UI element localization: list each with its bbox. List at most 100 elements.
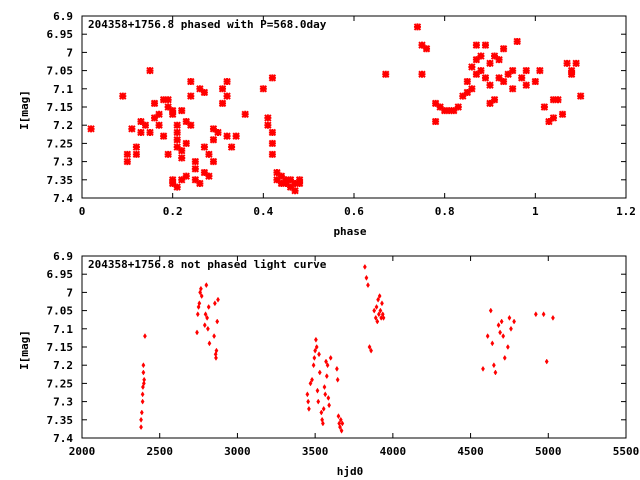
- data-point: [314, 336, 318, 343]
- data-point: [286, 183, 295, 191]
- data-point: [381, 314, 386, 321]
- top-y-axis-title: I[mag]: [18, 90, 31, 130]
- data-point: [173, 183, 181, 191]
- bottom-data-points: [139, 263, 555, 434]
- data-point: [214, 128, 222, 137]
- data-point: [216, 296, 220, 303]
- data-point: [486, 59, 494, 68]
- data-point: [551, 314, 555, 321]
- data-point: [268, 128, 277, 137]
- data-point: [137, 117, 145, 126]
- phased-light-curve-chart: 204358+1756.8 phased with P=568.0day pha…: [18, 10, 636, 238]
- data-point: [273, 176, 281, 184]
- bottom-x-tick-label: 3000: [224, 445, 251, 458]
- data-point: [123, 157, 132, 166]
- data-point: [563, 59, 571, 68]
- data-point: [502, 354, 507, 361]
- bottom-y-tick-label: 7.2: [53, 359, 73, 372]
- data-point: [335, 376, 340, 383]
- data-point: [472, 70, 481, 78]
- data-point: [282, 179, 290, 188]
- data-point: [322, 384, 327, 391]
- data-point: [495, 74, 503, 82]
- data-point: [366, 282, 370, 289]
- data-point: [326, 394, 331, 401]
- data-point: [380, 300, 384, 307]
- data-point: [545, 117, 553, 126]
- data-point: [431, 99, 440, 108]
- data-point: [486, 99, 494, 108]
- data-point: [159, 96, 168, 104]
- data-point: [173, 143, 181, 151]
- data-point: [376, 311, 381, 318]
- bottom-x-tick-label: 3500: [302, 445, 329, 458]
- data-point: [315, 387, 320, 394]
- data-point: [567, 70, 576, 78]
- data-point: [317, 369, 322, 376]
- top-y-tick-label: 7.2: [53, 119, 73, 132]
- data-point: [196, 179, 204, 188]
- data-point: [312, 354, 317, 361]
- data-point: [182, 139, 190, 148]
- data-point: [323, 391, 328, 398]
- data-point: [191, 157, 200, 166]
- data-point: [319, 409, 324, 416]
- data-point: [311, 362, 316, 369]
- data-point: [140, 398, 145, 405]
- data-point: [212, 300, 217, 307]
- data-point: [436, 103, 444, 111]
- data-point: [321, 420, 325, 427]
- data-point: [310, 376, 314, 383]
- data-point: [205, 314, 210, 321]
- data-point: [499, 318, 504, 325]
- data-point: [223, 77, 231, 86]
- data-point: [459, 92, 467, 100]
- data-point: [378, 307, 383, 314]
- data-point: [139, 416, 143, 423]
- data-point: [182, 117, 190, 126]
- data-point: [504, 70, 512, 78]
- data-point: [491, 362, 496, 369]
- data-point: [463, 77, 472, 86]
- bottom-y-tick-label: 7.35: [47, 414, 74, 427]
- top-x-tick-label: 0.8: [435, 205, 455, 218]
- data-point: [325, 362, 330, 369]
- data-point: [168, 176, 177, 184]
- data-point: [207, 340, 212, 347]
- data-point: [187, 121, 195, 129]
- data-point: [338, 424, 342, 431]
- data-point: [485, 333, 490, 340]
- data-point: [159, 132, 168, 140]
- data-point: [132, 150, 141, 159]
- data-point: [508, 85, 517, 93]
- data-point: [286, 176, 295, 184]
- data-point: [499, 45, 508, 53]
- data-point: [413, 23, 422, 31]
- data-point: [454, 103, 462, 111]
- bottom-x-tick-label: 4000: [380, 445, 407, 458]
- top-y-tick-label: 7.35: [47, 174, 74, 187]
- data-point: [164, 150, 172, 159]
- data-point: [132, 143, 141, 151]
- data-point: [139, 409, 144, 416]
- data-point: [218, 99, 227, 108]
- data-point: [540, 103, 549, 111]
- data-point: [215, 318, 220, 325]
- data-point: [209, 157, 218, 166]
- top-y-tick-label: 7.25: [47, 137, 74, 150]
- data-point: [512, 318, 516, 325]
- bottom-y-tick-label: 7.05: [47, 305, 74, 318]
- data-point: [509, 325, 513, 332]
- bottom-y-tick-label: 7.3: [53, 396, 73, 409]
- data-point: [536, 66, 544, 75]
- data-point: [498, 329, 502, 336]
- data-point: [195, 311, 200, 318]
- data-point: [155, 110, 163, 118]
- top-x-axis-title: phase: [333, 225, 366, 238]
- data-point: [137, 128, 145, 137]
- data-point: [205, 172, 213, 180]
- data-point: [488, 307, 493, 314]
- data-point: [549, 96, 558, 104]
- data-point: [182, 172, 190, 180]
- data-point: [199, 285, 203, 292]
